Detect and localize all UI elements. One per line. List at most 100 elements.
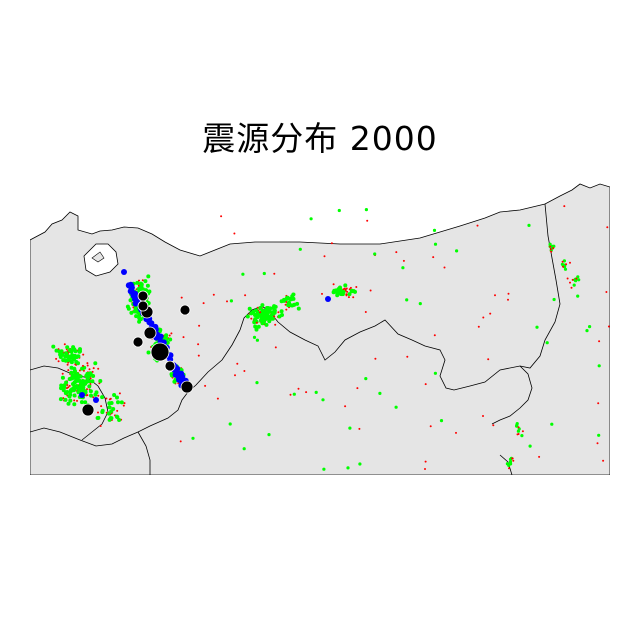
epicenter-large	[179, 373, 186, 380]
epicenter-small	[212, 293, 215, 296]
epicenter-medium	[139, 284, 144, 289]
epicenter-medium	[280, 313, 284, 317]
epicenter-medium	[60, 375, 65, 380]
epicenter-medium	[527, 223, 531, 227]
epicenter-medium	[69, 370, 74, 375]
epicenter-small	[204, 384, 207, 387]
epicenter-small	[141, 279, 144, 282]
epicenter-medium	[107, 405, 112, 410]
epicenter-small	[86, 388, 88, 391]
epicenter-small	[597, 402, 600, 405]
epicenter-medium	[83, 400, 88, 405]
epicenter-medium	[129, 310, 134, 315]
epicenter-medium	[337, 208, 341, 213]
epicenter-medium	[74, 359, 79, 364]
epicenter-medium	[63, 397, 68, 402]
epicenter-medium	[433, 242, 438, 246]
epicenter-small	[512, 459, 515, 462]
epicenter-small	[332, 283, 335, 286]
epicenter-medium	[76, 390, 81, 395]
epicenter-small	[566, 277, 569, 280]
epicenter-small	[66, 363, 69, 366]
epicenter-medium	[267, 319, 272, 324]
epicenter-medium	[563, 267, 568, 271]
epicenter-small	[570, 286, 573, 289]
epicenter-small	[220, 215, 223, 218]
epicenter-medium	[128, 298, 133, 303]
epicenter-small	[569, 281, 571, 284]
epicenter-small	[517, 433, 520, 435]
epicenter-medium	[67, 354, 71, 359]
epicenter-major	[164, 360, 176, 372]
epicenter-medium	[76, 354, 81, 359]
epicenter-medium	[107, 401, 112, 406]
epicenter-medium	[191, 436, 195, 440]
epicenter-medium	[334, 288, 339, 293]
epicenter-medium	[256, 324, 261, 329]
epicenter-medium	[69, 365, 74, 370]
epicenter-medium	[93, 361, 98, 366]
epicenter-small	[99, 425, 102, 427]
epicenter-medium	[60, 352, 64, 357]
epicenter-small	[123, 402, 126, 405]
epicenter-small	[507, 292, 510, 295]
epicenter-small	[89, 377, 92, 380]
epicenter-small	[562, 265, 565, 268]
epicenter-small	[274, 346, 277, 349]
epicenter-small	[250, 317, 253, 320]
epicenter-medium	[255, 381, 259, 385]
epicenter-small	[305, 391, 308, 394]
epicenter-medium	[64, 391, 69, 395]
epicenter-small	[118, 392, 121, 395]
epicenter-small	[487, 358, 490, 361]
epicenter-medium	[115, 395, 119, 400]
epicenter-small	[297, 387, 300, 390]
epicenter-medium	[364, 377, 368, 381]
epicenter-small	[575, 277, 578, 280]
epicenter-medium	[373, 252, 377, 256]
epicenter-small	[197, 354, 200, 357]
epicenter-small	[433, 334, 436, 337]
epicenter-small	[78, 369, 81, 372]
epicenter-small	[348, 288, 351, 291]
epicenter-small	[395, 251, 398, 254]
epicenter-medium	[251, 309, 256, 314]
epicenter-medium	[119, 400, 124, 405]
epicenter-small	[494, 294, 496, 297]
epicenter-medium	[71, 388, 76, 393]
epicenter-medium	[67, 394, 72, 399]
epicenter-medium	[260, 303, 265, 308]
epicenter-medium	[432, 228, 437, 232]
epicenter-small	[256, 306, 259, 309]
epicenter-medium	[93, 392, 98, 397]
epicenter-medium	[552, 297, 556, 302]
epicenter-medium	[72, 347, 77, 352]
epicenter-medium	[100, 395, 105, 400]
epicenter-small	[61, 372, 64, 375]
epicenter-medium	[106, 411, 111, 416]
epicenter-medium	[75, 376, 80, 381]
land-area	[30, 183, 610, 475]
epicenter-small	[511, 457, 514, 460]
epicenter-medium	[364, 208, 368, 212]
epicenter-medium	[78, 349, 82, 354]
epicenter-medium	[80, 366, 85, 371]
epicenter-small	[364, 311, 367, 313]
epicenter-small	[97, 411, 99, 414]
epicenter-medium	[134, 314, 139, 319]
epicenter-medium	[126, 306, 131, 311]
epicenter-small	[343, 287, 346, 290]
epicenter-medium	[576, 275, 580, 279]
epicenter-small	[508, 467, 510, 470]
epicenter-medium	[314, 390, 318, 394]
epicenter-small	[182, 336, 185, 339]
epicenter-small	[606, 226, 609, 229]
epicenter-small	[168, 334, 171, 337]
epicenter-medium	[95, 416, 100, 420]
epicenter-medium	[261, 312, 266, 317]
epicenter-small	[563, 205, 566, 208]
epicenter-medium	[576, 294, 580, 298]
epicenter-medium	[245, 314, 250, 319]
epicenter-small	[100, 405, 103, 408]
epicenter-small	[356, 387, 359, 390]
